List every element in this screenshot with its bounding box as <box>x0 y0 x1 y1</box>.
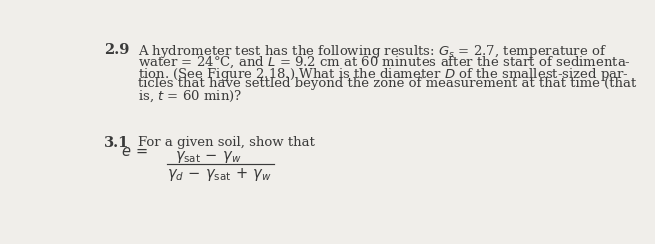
Text: ticles that have settled beyond the zone of measurement at that time (that: ticles that have settled beyond the zone… <box>138 77 636 90</box>
Text: $\gamma_\mathrm{sat}\,-\,\gamma_w$: $\gamma_\mathrm{sat}\,-\,\gamma_w$ <box>175 149 241 165</box>
Text: $\gamma_d\,-\,\gamma_\mathrm{sat}\,+\,\gamma_w$: $\gamma_d\,-\,\gamma_\mathrm{sat}\,+\,\g… <box>167 166 272 183</box>
Text: A hydrometer test has the following results: $G_s$ = 2.7, temperature of: A hydrometer test has the following resu… <box>138 43 607 60</box>
Text: 3.1: 3.1 <box>103 135 129 150</box>
Text: water = 24°C, and $L$ = 9.2 cm at 60 minutes after the start of sedimenta-: water = 24°C, and $L$ = 9.2 cm at 60 min… <box>138 55 631 70</box>
Text: is, $t$ = 60 min)?: is, $t$ = 60 min)? <box>138 89 242 104</box>
Text: For a given soil, show that: For a given soil, show that <box>138 135 314 149</box>
Text: tion. (See Figure 2.18.) What is the diameter $D$ of the smallest-sized par-: tion. (See Figure 2.18.) What is the dia… <box>138 66 629 83</box>
Text: $e\,=$: $e\,=$ <box>121 145 147 160</box>
Text: 2.9: 2.9 <box>103 43 129 57</box>
